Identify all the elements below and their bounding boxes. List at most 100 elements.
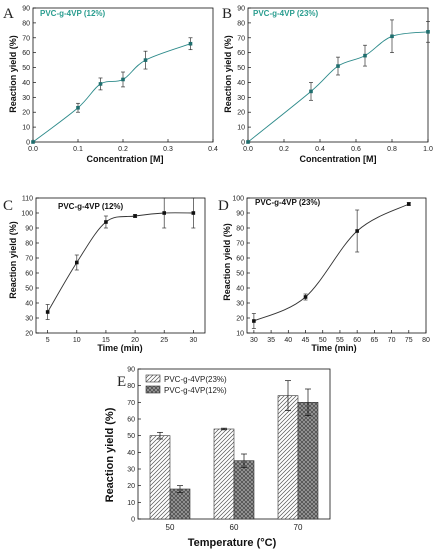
x-tick-label: 0.1 <box>73 146 83 153</box>
y-tick-label: 90 <box>127 367 135 374</box>
y-tick-label: 10 <box>237 125 245 132</box>
y-tick-label: 70 <box>127 400 135 407</box>
panel-letter-d: D <box>218 198 229 214</box>
x-tick-label: 25 <box>160 337 168 344</box>
data-point <box>426 30 430 34</box>
panel-e-y-label: Reaction yield (%) <box>104 407 116 502</box>
data-point <box>390 34 394 39</box>
data-point <box>191 211 196 215</box>
x-tick-label: 0.0 <box>243 146 253 153</box>
data-point <box>355 229 359 233</box>
y-tick-label: 40 <box>236 286 244 293</box>
data-point <box>188 41 193 46</box>
legend-swatch-12 <box>145 385 161 394</box>
x-tick-label: 70 <box>294 523 303 532</box>
y-tick-label: 90 <box>25 226 33 233</box>
panel-b-title: PVC-g-4VP (23%) <box>253 9 319 18</box>
x-tick-label: 45 <box>302 337 310 344</box>
y-tick-label: 50 <box>127 433 135 440</box>
y-tick-label: 60 <box>236 256 244 263</box>
y-tick-label: 70 <box>236 241 244 248</box>
x-tick-label: 70 <box>388 337 396 344</box>
y-tick-label: 100 <box>232 196 244 203</box>
y-tick-label: 0 <box>26 140 30 147</box>
x-tick-label: 50 <box>166 523 175 532</box>
y-tick-label: 40 <box>127 450 135 457</box>
y-tick-label: 30 <box>236 301 244 308</box>
data-point <box>162 211 167 215</box>
x-tick-label: 55 <box>336 337 344 344</box>
x-tick-label: 0.4 <box>208 146 218 153</box>
y-tick-label: 20 <box>236 316 244 323</box>
y-tick-label: 30 <box>237 95 245 102</box>
y-tick-label: 50 <box>25 286 33 293</box>
data-point <box>133 214 137 218</box>
panel-d-x-label: Time (min) <box>311 343 356 353</box>
panel-letter-a: A <box>3 6 14 22</box>
y-tick-label: 50 <box>22 65 30 72</box>
data-point <box>74 260 79 265</box>
x-tick-label: 50 <box>319 337 327 344</box>
panel-c-title: PVC-g-4VP (12%) <box>58 202 124 211</box>
y-tick-label: 20 <box>237 110 245 117</box>
bar <box>233 460 255 520</box>
x-tick-label: 10 <box>73 337 81 344</box>
plot-frame <box>35 197 206 334</box>
bar <box>149 435 171 520</box>
x-tick-label: 30 <box>189 337 197 344</box>
x-tick-label: 0.0 <box>28 146 38 153</box>
y-tick-label: 90 <box>22 6 30 13</box>
panel-c: C PVC-g-4VP (12%) Reaction yield (%) Tim… <box>3 196 206 353</box>
x-tick-label: 0.2 <box>118 146 128 153</box>
legend-label-12: PVC-g-4VP(12%) <box>164 386 227 395</box>
y-tick-label: 10 <box>236 331 244 338</box>
y-tick-label: 70 <box>237 35 245 42</box>
y-tick-label: 70 <box>25 256 33 263</box>
data-point <box>45 310 50 314</box>
y-tick-label: 80 <box>127 383 135 390</box>
panel-letter-c: C <box>3 198 13 214</box>
x-tick-label: 5 <box>46 337 50 344</box>
x-tick-label: 65 <box>370 337 378 344</box>
x-tick-label: 30 <box>250 337 258 344</box>
y-tick-label: 50 <box>237 65 245 72</box>
panel-c-plot: 20 30 40 50 60 70 80 90 100 110 5 10 15 20 25 30 <box>21 196 206 344</box>
data-point <box>252 319 256 323</box>
y-tick-label: 90 <box>236 211 244 218</box>
plot-frame <box>246 197 427 334</box>
panel-a: A PVC-g-4VP (12%) Reaction yield (%) Con… <box>3 6 218 165</box>
bar <box>277 395 299 520</box>
y-tick-label: 60 <box>25 271 33 278</box>
bar <box>213 428 235 520</box>
data-point <box>98 82 103 86</box>
data-point <box>31 140 35 144</box>
y-tick-label: 110 <box>22 196 33 203</box>
data-point <box>121 77 125 82</box>
y-tick-label: 10 <box>22 125 30 132</box>
y-tick-label: 80 <box>22 20 30 27</box>
panel-e-x-label: Temperature (°C) <box>188 537 277 549</box>
y-tick-label: 80 <box>25 241 33 248</box>
data-point <box>406 202 411 206</box>
panel-b: B PVC-g-4VP (23%) Reaction yield (%) Con… <box>222 6 433 165</box>
panel-a-x-label: Concentration [M] <box>87 154 164 164</box>
legend-label-23: PVC-g-4VP(23%) <box>164 375 227 384</box>
data-point <box>309 89 313 94</box>
y-tick-label: 100 <box>21 211 33 218</box>
panel-d-plot: 10 20 30 40 50 60 70 80 90 100 30 35 40 45 50 55 60 65 70 7… <box>232 196 430 345</box>
data-point <box>363 53 367 58</box>
y-tick-label: 90 <box>237 6 245 13</box>
fit-curve <box>247 31 429 143</box>
panel-d-title: PVC-g-4VP (23%) <box>255 198 321 207</box>
panel-b-x-label: Concentration [M] <box>300 154 377 164</box>
y-tick-label: 10 <box>127 500 135 507</box>
y-tick-label: 30 <box>25 316 33 323</box>
y-tick-label: 0 <box>241 140 245 147</box>
panel-e: E Reaction yield (%) Temperature (°C) 0 1… <box>104 367 331 549</box>
y-tick-label: 20 <box>22 110 30 117</box>
y-tick-label: 20 <box>127 483 135 490</box>
panel-letter-b: B <box>222 6 232 22</box>
panel-a-plot: 0 10 20 30 40 50 60 70 80 90 0.0 0.1 0.2 0.3 0.4 <box>22 6 218 154</box>
panel-e-plot: 0 10 20 30 40 50 60 70 80 90 50 60 70 <box>127 367 331 532</box>
